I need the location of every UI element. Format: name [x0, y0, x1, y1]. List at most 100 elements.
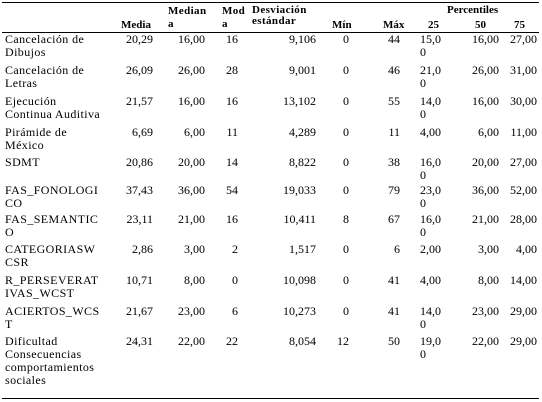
cell-mediana: 8,00	[184, 273, 205, 287]
cell-desviacion: 10,273	[283, 304, 316, 318]
cell-max: 79	[388, 183, 400, 197]
cell-desviacion: 10,411	[283, 212, 316, 226]
cell-p50: 23,00	[472, 304, 499, 318]
cell-p25: 23,0 0	[420, 183, 441, 210]
cell-p75: 30,00	[510, 94, 537, 108]
cell-p75: 52,00	[510, 183, 537, 197]
cell-p25: 4,00	[420, 273, 441, 287]
cell-media: 20,86	[126, 155, 153, 169]
cell-moda: 22	[226, 334, 238, 348]
cell-min: 12	[337, 334, 349, 348]
cell-p75: 31,00	[510, 63, 537, 77]
row-label: ACIERTOS_WCS T	[5, 304, 100, 331]
cell-max: 44	[388, 32, 400, 46]
cell-p75: 11,00	[510, 125, 537, 139]
cell-p75: 27,00	[510, 155, 537, 169]
cell-p75: 29,00	[510, 304, 537, 318]
cell-p50: 21,00	[472, 212, 499, 226]
header-desviacion-estandar: Desviación estándar	[252, 4, 307, 27]
cell-moda: 2	[232, 242, 238, 256]
cell-desviacion: 4,289	[289, 125, 316, 139]
cell-mediana: 16,00	[178, 94, 205, 108]
cell-media: 23,11	[126, 212, 153, 226]
header-max: Máx	[383, 19, 405, 31]
header-media: Media	[121, 19, 151, 31]
cell-desviacion: 9,001	[289, 63, 316, 77]
cell-p75: 4,00	[516, 242, 537, 256]
cell-moda: 14	[226, 155, 238, 169]
header-moda: Mod a	[222, 5, 246, 30]
cell-moda: 16	[226, 94, 238, 108]
cell-desviacion: 10,098	[283, 273, 316, 287]
cell-min: 8	[343, 212, 349, 226]
cell-p50: 8,00	[478, 273, 499, 287]
cell-p50: 20,00	[472, 155, 499, 169]
cell-desviacion: 19,033	[283, 183, 316, 197]
row-label: Dificultad Consecuencias comportamientos…	[5, 334, 95, 387]
cell-max: 41	[388, 273, 400, 287]
row-label: Pirámide de México	[5, 125, 68, 152]
cell-moda: 16	[226, 32, 238, 46]
cell-p75: 28,00	[510, 212, 537, 226]
header-rule	[2, 32, 539, 33]
row-label: Cancelación de Dibujos	[5, 32, 85, 59]
header-min: Mín	[332, 19, 352, 31]
cell-mediana: 36,00	[178, 183, 205, 197]
cell-min: 0	[343, 125, 349, 139]
cell-mediana: 22,00	[178, 334, 205, 348]
cell-media: 26,09	[126, 63, 153, 77]
cell-p25: 15,0 0	[420, 32, 441, 59]
cell-p25: 16,0 0	[420, 212, 441, 239]
cell-max: 46	[388, 63, 400, 77]
cell-mediana: 26,00	[178, 63, 205, 77]
cell-p75: 29,00	[510, 334, 537, 348]
cell-max: 6	[394, 242, 400, 256]
cell-p50: 22,00	[472, 334, 499, 348]
cell-min: 0	[343, 273, 349, 287]
header-p25: 25	[428, 19, 439, 31]
cell-moda: 54	[226, 183, 238, 197]
cell-moda: 11	[226, 125, 238, 139]
cell-media: 24,31	[126, 334, 153, 348]
header-p50: 50	[475, 19, 486, 31]
cell-media: 10,71	[126, 273, 153, 287]
cell-max: 55	[388, 94, 400, 108]
cell-p50: 16,00	[472, 32, 499, 46]
row-label: R_PERSEVERAT IVAS_WCST	[5, 273, 99, 300]
cell-p25: 19,0 0	[420, 334, 441, 361]
cell-p25: 14,0 0	[420, 94, 441, 121]
cell-mediana: 23,00	[178, 304, 205, 318]
cell-p25: 2,00	[420, 242, 441, 256]
cell-moda: 0	[232, 273, 238, 287]
cell-max: 50	[388, 334, 400, 348]
cell-p50: 26,00	[472, 63, 499, 77]
cell-p50: 16,00	[472, 94, 499, 108]
cell-mediana: 21,00	[178, 212, 205, 226]
cell-p25: 16,0 0	[420, 155, 441, 182]
cell-mediana: 6,00	[184, 125, 205, 139]
cell-max: 41	[388, 304, 400, 318]
row-label: SDMT	[5, 155, 40, 169]
cell-min: 0	[343, 94, 349, 108]
row-label: Ejecución Continua Auditiva	[5, 94, 101, 121]
cell-desviacion: 8,822	[289, 155, 316, 169]
cell-media: 21,57	[126, 94, 153, 108]
row-label: Cancelación de Letras	[5, 63, 85, 90]
header-p75: 75	[514, 19, 525, 31]
cell-min: 0	[343, 242, 349, 256]
cell-mediana: 16,00	[178, 32, 205, 46]
cell-min: 0	[343, 304, 349, 318]
row-label: CATEGORIASW CSR	[5, 242, 96, 269]
cell-moda: 16	[226, 212, 238, 226]
cell-desviacion: 1,517	[289, 242, 316, 256]
cell-min: 0	[343, 32, 349, 46]
cell-max: 11	[388, 125, 400, 139]
cell-max: 38	[388, 155, 400, 169]
cell-p50: 6,00	[478, 125, 499, 139]
cell-mediana: 20,00	[178, 155, 205, 169]
cell-media: 37,43	[126, 183, 153, 197]
cell-p50: 3,00	[478, 242, 499, 256]
cell-min: 0	[343, 63, 349, 77]
row-label: FAS_SEMANTIC O	[5, 212, 99, 239]
